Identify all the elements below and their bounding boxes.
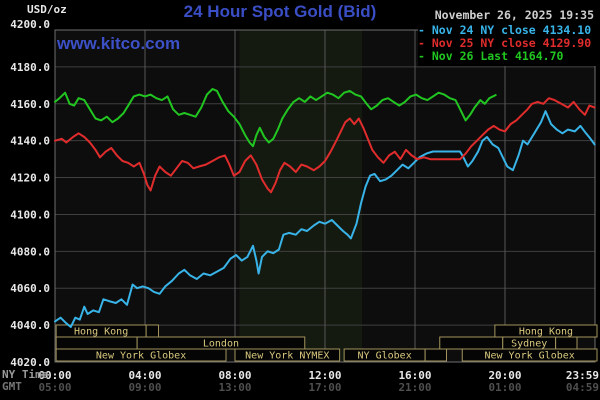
plot-border [54,29,596,363]
y-tick-label: 4120.0 [10,172,50,185]
y-tick-label: 4040.0 [10,319,50,332]
series-line-nov26 [54,88,497,148]
y-tick-label: 4200.0 [10,18,50,31]
x-tick-ny: 00:00 [38,369,71,382]
x-tick-gmt: 21:00 [398,381,431,394]
x-tick-gmt: 04:59 [566,381,599,394]
legend-entry-nov26: - Nov 26 Last 4164.70 [418,50,598,63]
session-label: Sydney [511,339,547,350]
session-label: Hong Kong [74,327,128,338]
x-tick-ny: 08:00 [218,369,251,382]
session-label: Hong Kong [519,327,573,338]
y-tick-label: 4060.0 [10,282,50,295]
x-tick-ny: 04:00 [128,369,161,382]
legend: - Nov 24 NY close 4134.10 - Nov 25 NY cl… [418,24,598,66]
session-box [555,336,578,350]
x-tick-ny: 20:00 [488,369,521,382]
series-line-nov25 [54,97,596,194]
x-tick-gmt: 13:00 [218,381,251,394]
chart-title: 24 Hour Spot Gold (Bid) [183,2,377,21]
session-label: NY Globex [358,351,412,362]
x-tick-gmt: 09:00 [128,381,161,394]
chart-datetime: November 26, 2025 19:35 [434,8,594,22]
session-label: London [203,339,239,350]
x-axis-ny-time-label: NY Time [2,368,49,381]
y-tick-label: 4160.0 [10,98,50,111]
session-label: New York Globex [484,351,574,362]
session-box [55,336,138,350]
y-tick-label: 4080.0 [10,245,50,258]
legend-dash-icon: - [418,23,425,37]
legend-label: Nov 26 Last 4164.70 [431,49,564,63]
legend-entry-nov24: - Nov 24 NY close 4134.10 [418,24,598,37]
session-box [439,336,504,350]
x-tick-ny: 16:00 [398,369,431,382]
legend-label: Nov 25 NY close 4129.90 [431,36,592,50]
y-tick-label: 4020.0 [10,356,50,369]
session-box [234,348,341,362]
x-axis-gmt-label: GMT [2,380,22,393]
y-tick-label: 4140.0 [10,135,50,148]
nymex-session-band [239,30,363,362]
legend-label: Nov 24 NY close 4134.10 [431,23,592,37]
legend-dash-icon: - [418,36,425,50]
x-tick-ny: 23:59 [566,369,599,382]
y-tick-label: 4100.0 [10,208,50,221]
legend-dash-icon: - [418,49,425,63]
session-box [424,348,447,362]
kitco-watermark-link[interactable]: www.kitco.com [57,34,181,53]
y-axis-unit-label: USD/oz [27,3,67,16]
session-box [461,348,598,362]
session-box [145,324,159,338]
y-tick-label: 4180.0 [10,61,50,74]
session-label: New York NYMEX [245,351,329,362]
series-line-nov24 [54,110,596,328]
session-label: New York Globex [96,351,186,362]
x-tick-gmt: 17:00 [308,381,341,394]
x-tick-gmt: 01:00 [488,381,521,394]
legend-entry-nov25: - Nov 25 NY close 4129.90 [418,37,598,50]
x-tick-gmt: 05:00 [38,381,71,394]
session-box [55,348,227,362]
x-tick-ny: 12:00 [308,369,341,382]
